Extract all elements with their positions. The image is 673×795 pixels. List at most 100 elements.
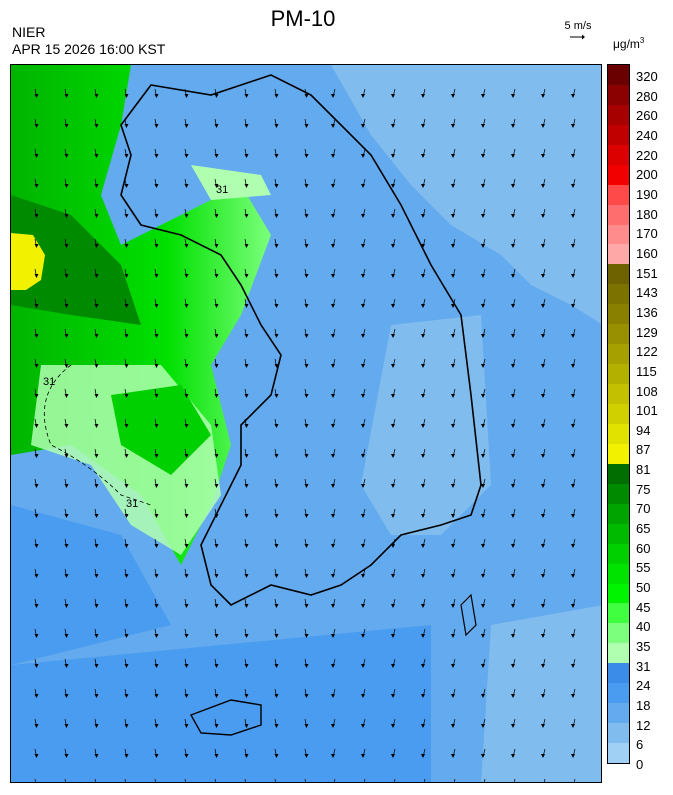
wind-vector-head: [34, 184, 39, 188]
wind-vector-head: [94, 664, 99, 668]
wind-vector-head: [541, 574, 545, 578]
wind-vector-head: [64, 544, 69, 548]
wind-vector-head: [361, 214, 365, 218]
wind-vector-head: [571, 154, 575, 158]
wind-vector-head: [64, 154, 69, 158]
wind-vector-head: [214, 274, 219, 278]
wind-vector-head: [541, 664, 545, 668]
wind-vector-head: [64, 754, 69, 758]
wind-vector-head: [541, 544, 545, 548]
map-title: PM-10: [270, 6, 336, 31]
wind-vector-head: [421, 184, 425, 188]
wind-vector-head: [34, 664, 39, 668]
wind-vector-head: [64, 214, 69, 218]
colorbar-segment: [608, 384, 629, 405]
wind-vector-head: [361, 634, 365, 638]
wind-vector-head: [154, 454, 159, 458]
wind-vector-head: [274, 634, 279, 638]
colorbar-segment: [608, 224, 629, 245]
wind-vector-head: [481, 184, 485, 188]
wind-vector-head: [361, 484, 365, 488]
wind-vector-head: [34, 424, 39, 428]
wind-vector-head: [481, 94, 485, 98]
wind-vector-head: [481, 394, 485, 398]
wind-vector-head: [391, 364, 395, 368]
wind-vector-head: [274, 694, 279, 698]
wind-vector-head: [34, 484, 39, 488]
wind-vector-head: [34, 604, 39, 608]
wind-vector-head: [304, 274, 309, 278]
wind-vector-head: [481, 754, 485, 758]
jeju-island: [189, 699, 262, 736]
wind-vector-head: [481, 364, 485, 368]
colorbar-segment: [608, 164, 629, 186]
wind-vector-head: [541, 274, 545, 278]
wind-vector-head: [214, 664, 219, 668]
wind-vector-head: [94, 574, 99, 578]
wind-vector-head: [391, 694, 395, 698]
wind-vector-head: [451, 634, 455, 638]
wind-vector-head: [331, 214, 335, 218]
wind-vector-head: [391, 754, 395, 758]
wind-vector-head: [511, 694, 515, 698]
wind-vector-head: [154, 364, 159, 368]
wind-vector-head: [124, 484, 129, 488]
wind-vector-head: [184, 304, 189, 308]
colorbar-tick-label: 6: [636, 737, 644, 753]
wind-vector-head: [244, 604, 249, 608]
wind-vector-head: [331, 514, 335, 518]
wind-vector-head: [34, 244, 39, 248]
wind-vector: [453, 778, 456, 782]
wind-vector-head: [481, 244, 485, 248]
wind-vector-head: [274, 364, 279, 368]
colorbar-tick-label: 115: [636, 363, 657, 379]
wind-vector: [34, 778, 36, 782]
contour-label: 31: [216, 184, 228, 196]
wind-vector-head: [451, 664, 455, 668]
wind-vector-head: [214, 304, 219, 308]
wind-vector-head: [361, 544, 365, 548]
wind-vector-head: [541, 364, 545, 368]
colorbar-tick-label: 12: [636, 717, 651, 733]
colorbar-segment: [608, 344, 629, 365]
colorbar-tick-label: 24: [636, 678, 651, 694]
wind-vector-head: [94, 484, 99, 488]
east-island: [460, 593, 477, 637]
wind-vector-head: [511, 634, 515, 638]
wind-vector-head: [571, 514, 575, 518]
wind-vector-head: [274, 754, 279, 758]
wind-vector-head: [184, 94, 189, 98]
wind-vector-head: [361, 274, 365, 278]
wind-vector-head: [541, 754, 545, 758]
colorbar-segment: [608, 623, 629, 644]
wind-vector-head: [64, 724, 69, 728]
wind-vector-head: [124, 514, 129, 518]
wind-vector-head: [94, 514, 99, 518]
wind-vector-head: [331, 604, 335, 608]
wind-vector-head: [154, 664, 159, 668]
wind-vector-head: [331, 394, 335, 398]
colorbar-segment: [608, 144, 629, 166]
wind-vector-head: [214, 694, 219, 698]
wind-vector-head: [391, 94, 395, 98]
wind-vector-head: [154, 514, 159, 518]
wind-vector-head: [304, 454, 309, 458]
wind-vector-head: [331, 304, 335, 308]
wind-vector-head: [511, 664, 515, 668]
wind-vector-head: [304, 394, 309, 398]
wind-vector-head: [451, 544, 455, 548]
unit-label: μg/m3: [613, 36, 645, 51]
wind-vector-head: [511, 124, 515, 128]
wind-vector-head: [214, 604, 219, 608]
wind-vector-head: [421, 724, 425, 728]
wind-vector-head: [214, 634, 219, 638]
wind-vector-head: [244, 154, 249, 158]
colorbar-tick-label: 200: [636, 167, 658, 183]
wind-vector-head: [481, 304, 485, 308]
wind-vector-head: [571, 424, 575, 428]
wind-vector-head: [274, 124, 279, 128]
wind-vector-head: [361, 664, 365, 668]
wind-vector-head: [214, 154, 219, 158]
wind-vector-head: [184, 424, 189, 428]
colorbar-tick-label: 122: [636, 344, 658, 360]
